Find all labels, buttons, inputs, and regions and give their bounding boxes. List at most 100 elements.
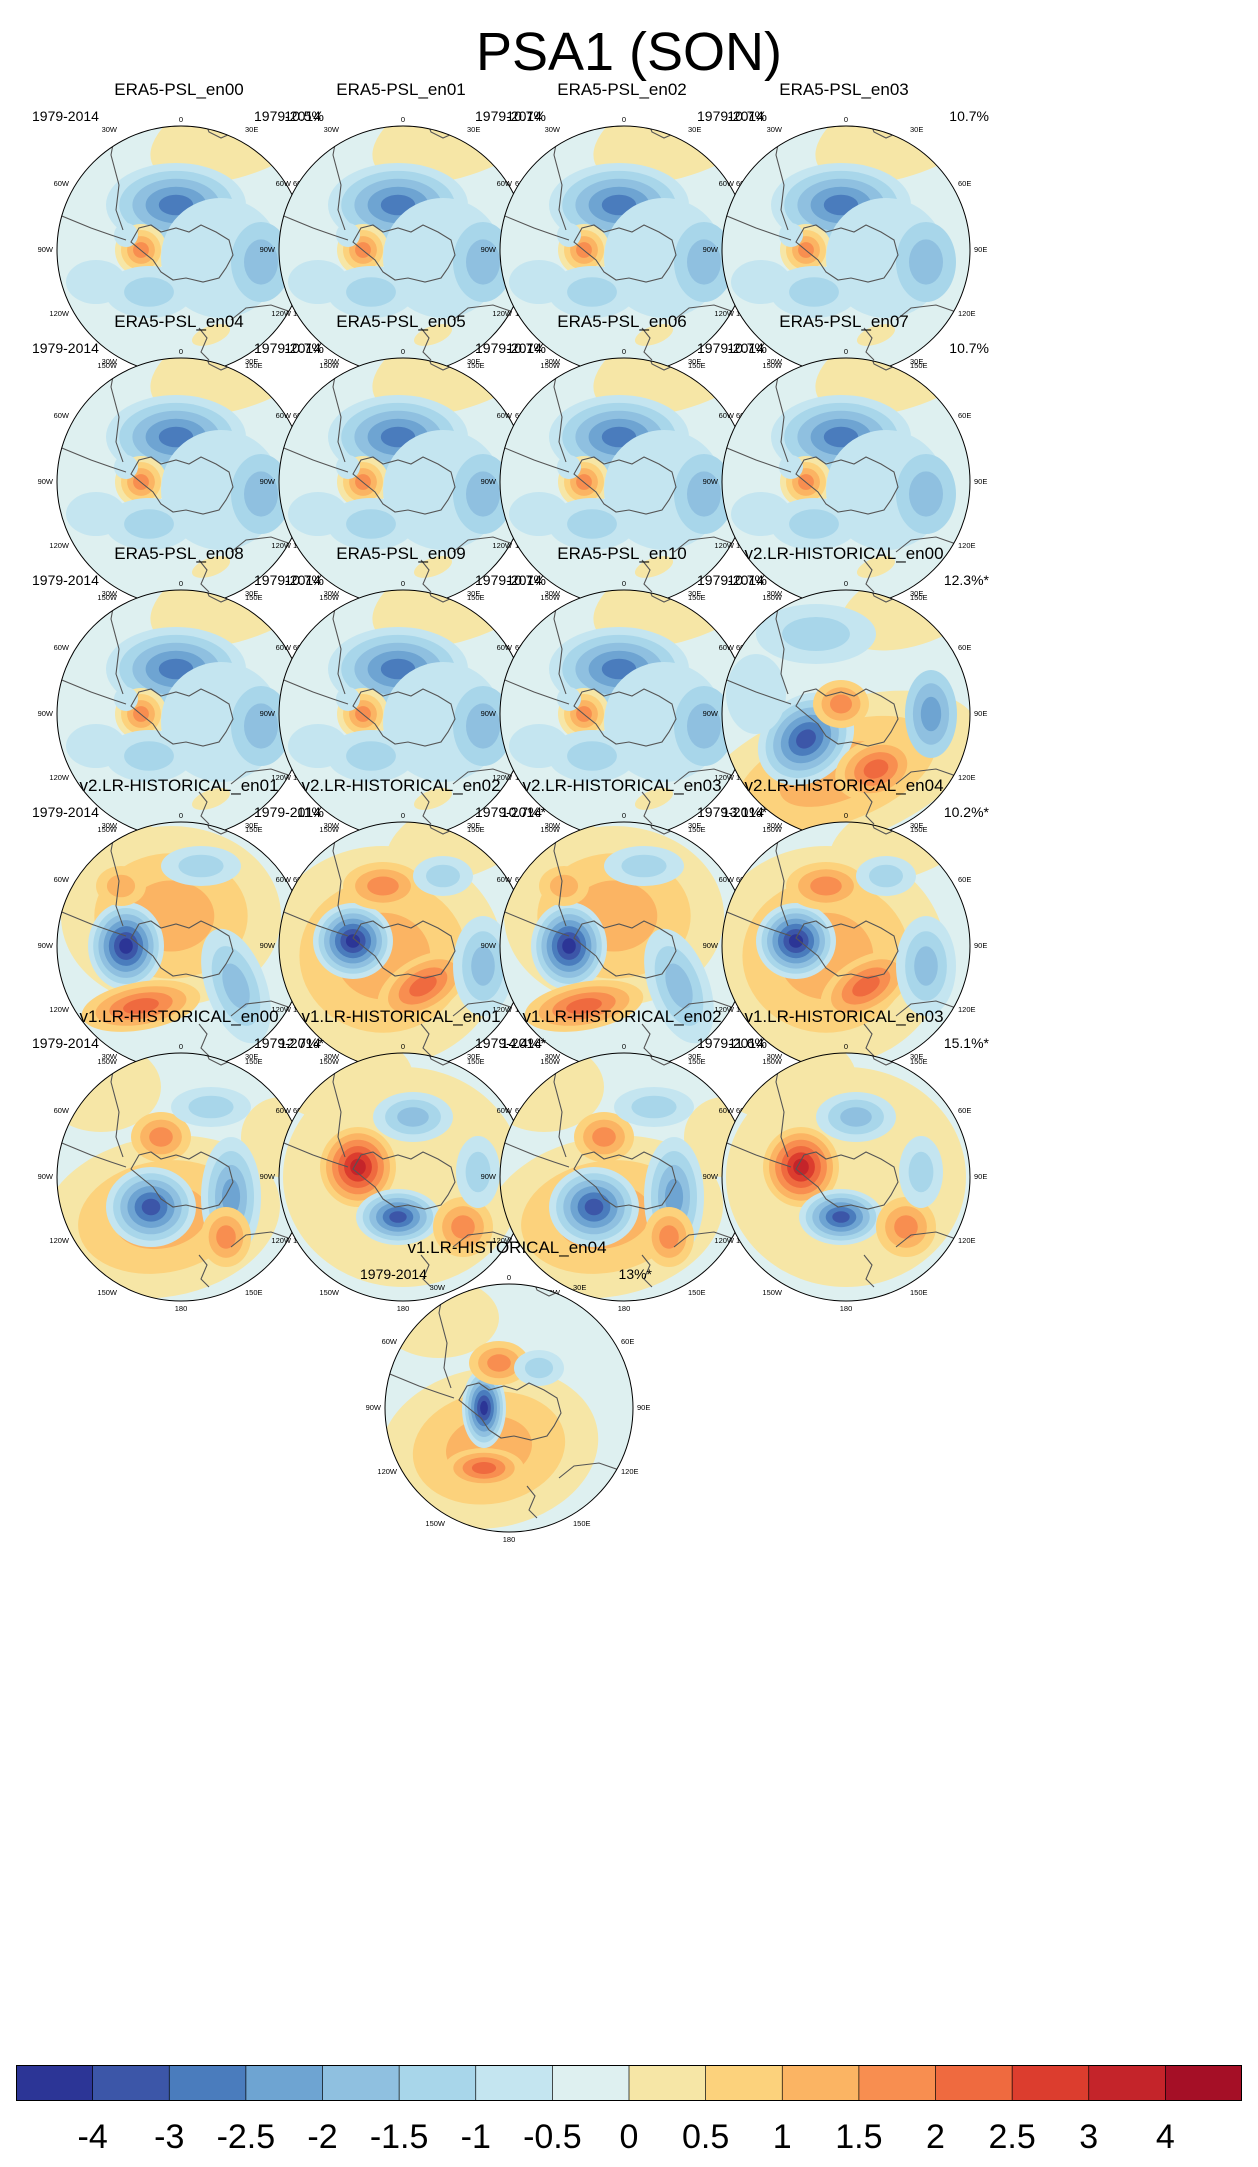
longitude-label: 60W — [719, 875, 735, 884]
longitude-label: 150W — [319, 1288, 340, 1297]
longitude-label: 0 — [401, 347, 405, 356]
longitude-label: 60W — [54, 179, 70, 188]
south-america-coast — [722, 677, 792, 705]
longitude-label: 150E — [910, 825, 928, 834]
longitude-label: 30E — [467, 589, 480, 598]
africa-coast — [865, 1053, 912, 1066]
longitude-label: 150W — [97, 1288, 118, 1297]
antarctica-coast — [458, 1382, 562, 1441]
longitude-label: 90W — [481, 245, 497, 254]
longitude-label: 120W — [714, 1005, 735, 1014]
panel-years: 1979-2014 — [254, 1035, 321, 1051]
longitude-label: 30W — [767, 821, 783, 830]
map-panel-era5-psl-en08: ERA5-PSL_en08 1979-2014 10.7% 030E60E90E… — [24, 544, 334, 866]
longitude-label: 150W — [762, 825, 783, 834]
new-zealand-coast — [863, 559, 875, 593]
south-america-coast — [279, 677, 349, 705]
longitude-label: 30E — [467, 1052, 480, 1061]
map-panel-v1-lr-historical-en00: v1.LR-HISTORICAL_en00 1979-2014 12.7%* 0… — [24, 1007, 334, 1329]
longitude-label: 30W — [324, 821, 340, 830]
longitude-label: 150W — [97, 593, 118, 602]
longitude-label: 180 — [503, 1535, 516, 1544]
longitude-label: 30W — [767, 1052, 783, 1061]
panel-title: v2.LR-HISTORICAL_en04 — [744, 776, 944, 795]
africa-coast — [865, 822, 912, 835]
panel-variance: 11% — [297, 804, 324, 820]
longitude-label: 60W — [276, 411, 292, 420]
longitude-label: 150W — [540, 1057, 561, 1066]
longitude-label: 90W — [260, 941, 276, 950]
longitude-label: 60W — [497, 179, 513, 188]
longitude-label: 60W — [276, 179, 292, 188]
south-america-coast — [57, 909, 127, 937]
longitude-label: 0 — [844, 811, 848, 820]
panel-years: 1979-2014 — [697, 108, 764, 124]
panel-variance: 10.7% — [949, 108, 989, 124]
south-america-coast — [279, 909, 349, 937]
new-zealand-coast — [420, 1254, 432, 1288]
longitude-label: 30E — [245, 1052, 258, 1061]
longitude-label: 180 — [840, 1304, 853, 1313]
colorbar-swatch — [1165, 2065, 1242, 2101]
longitude-label: 90W — [481, 1172, 497, 1181]
longitude-label: 0 — [179, 579, 183, 588]
longitude-label: 30E — [467, 357, 480, 366]
longitude-label: 60W — [276, 643, 292, 652]
longitude-label: 120W — [271, 1236, 292, 1245]
map-panel-v1-lr-historical-en03: v1.LR-HISTORICAL_en03 1979-2014 15.1%* 0… — [689, 1007, 999, 1329]
colorbar-swatch — [322, 2065, 400, 2101]
africa-coast — [865, 126, 912, 139]
colorbar-swatch — [1012, 2065, 1090, 2101]
longitude-label: 90W — [260, 245, 276, 254]
longitude-label: 30W — [102, 821, 118, 830]
panel-variance: 11.6% — [728, 1035, 767, 1051]
new-zealand-coast — [863, 791, 875, 825]
panel-years: 1979-2014 — [697, 804, 764, 820]
longitude-label: 30E — [910, 1052, 923, 1061]
africa-coast — [200, 126, 247, 139]
colorbar-tick-label: 3 — [1079, 2118, 1098, 2156]
panel-variance: 13.1%* — [721, 804, 767, 820]
south-america-coast — [279, 445, 349, 473]
map-panel-v2-lr-historical-en02: v2.LR-HISTORICAL_en02 1979-2014 10.7%* 0… — [246, 776, 556, 1098]
pressure-field — [279, 358, 527, 606]
longitude-label: 0 — [179, 1042, 183, 1051]
longitude-label: 150E — [910, 1057, 928, 1066]
panel-years: 1979-2014 — [697, 1035, 764, 1051]
south-america-coast — [722, 445, 792, 473]
longitude-label: 150W — [762, 1288, 783, 1297]
longitude-label: 30E — [910, 589, 923, 598]
panel-variance: 10.5% — [284, 108, 324, 124]
longitude-label: 60W — [276, 1106, 292, 1115]
longitude-label: 0 — [179, 347, 183, 356]
longitude-label: 150E — [467, 1057, 485, 1066]
south-america-coast — [722, 1140, 792, 1168]
longitude-label: 30E — [688, 125, 701, 134]
colorbar-swatch — [782, 2065, 860, 2101]
longitude-label: 150W — [319, 593, 340, 602]
panel-title: v1.LR-HISTORICAL_en04 — [407, 1238, 607, 1257]
longitude-label: 150E — [910, 1288, 928, 1297]
longitude-label: 60W — [54, 875, 70, 884]
south-america-coast — [500, 213, 570, 241]
map-panel-v2-lr-historical-en00: v2.LR-HISTORICAL_en00 1979-2014 12.3%* 0… — [689, 544, 999, 866]
longitude-label: 180 — [175, 1304, 188, 1313]
panel-variance: 10.7% — [727, 108, 767, 124]
antarctica-coast — [352, 920, 456, 979]
antarctica-coast — [795, 920, 899, 979]
new-zealand-coast — [641, 1254, 653, 1288]
new-zealand-coast — [198, 1254, 210, 1288]
south-america-coast — [500, 677, 570, 705]
colorbar-tick-label: -1.5 — [370, 2118, 429, 2156]
longitude-label: 30W — [102, 357, 118, 366]
longitude-label: 90E — [974, 1172, 987, 1181]
panel-years: 1979-2014 — [475, 108, 542, 124]
south-america-coast — [722, 213, 792, 241]
longitude-label: 30E — [467, 821, 480, 830]
longitude-label: 60W — [497, 875, 513, 884]
longitude-label: 120W — [714, 541, 735, 550]
longitude-label: 90W — [38, 1172, 54, 1181]
longitude-label: 30E — [688, 1052, 701, 1061]
